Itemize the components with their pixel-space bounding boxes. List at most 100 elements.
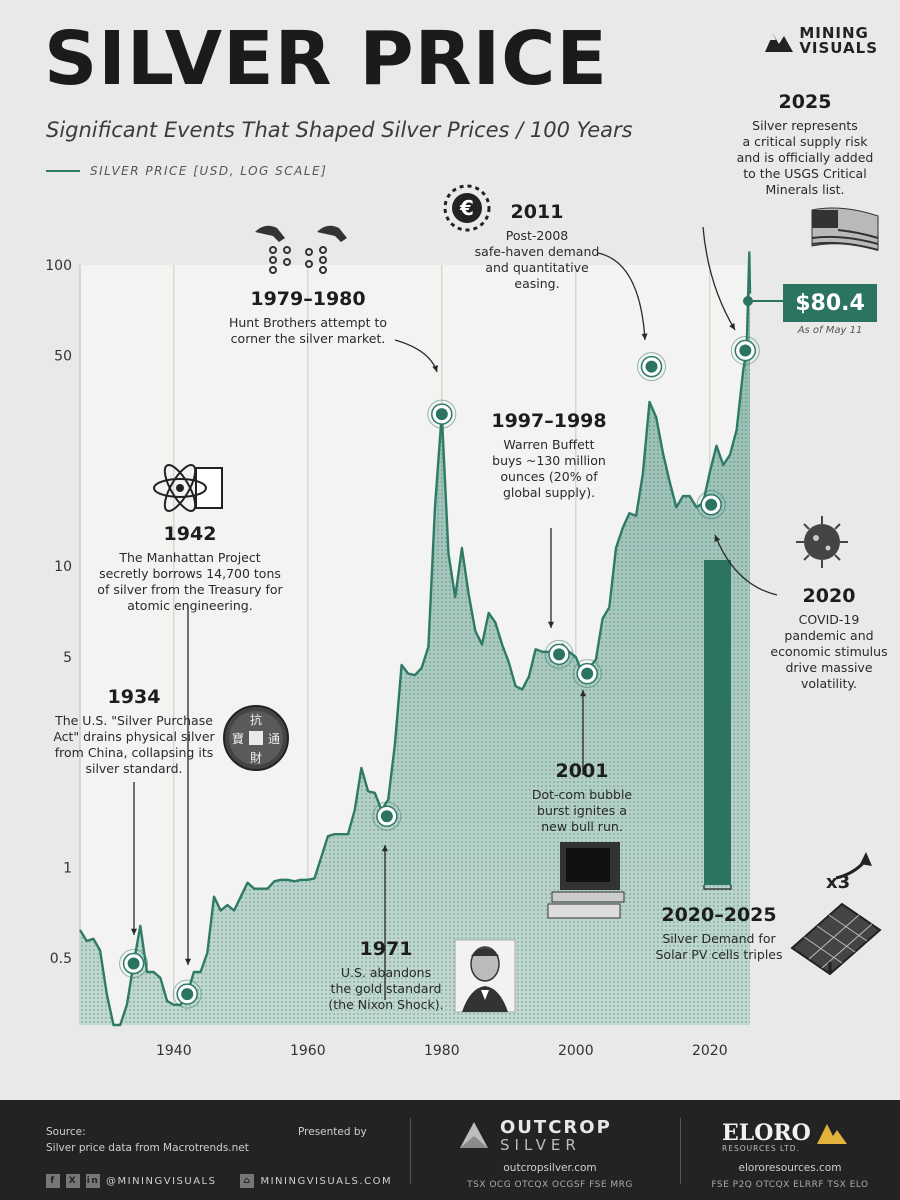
arrow-head: [579, 690, 587, 697]
event-markers: [119, 336, 760, 1009]
x-tick-label: 2000: [558, 1043, 594, 1059]
event-year: 2020–2025: [661, 904, 776, 926]
arrow-head: [184, 958, 192, 965]
event-description: burst ignites a: [537, 803, 627, 818]
chart-legend: SILVER PRICE [USD, LOG SCALE]: [46, 164, 327, 178]
virus-icon: [796, 516, 848, 568]
price-area: [78, 251, 752, 1027]
event-marker-ring: [119, 949, 149, 979]
arrow-head: [381, 845, 389, 852]
page-title: SILVER PRICE: [44, 16, 608, 102]
latest-price-note: As of May 11: [797, 325, 863, 336]
event-year: 1997–1998: [491, 410, 606, 432]
event-marker-dot: [705, 498, 718, 511]
latest-price-callout: $80.4: [783, 284, 877, 322]
event-description: The Manhattan Project: [118, 550, 260, 565]
arrow-head: [130, 928, 138, 935]
x-tick-label: 2020: [692, 1043, 728, 1059]
event-marker-dot: [645, 360, 658, 373]
brand-name-line1: MINING: [799, 24, 869, 42]
event-description: buys ~130 million: [492, 453, 606, 468]
website-link[interactable]: MININGVISUALS.COM: [260, 1175, 393, 1187]
event-description: atomic engineering.: [127, 598, 252, 613]
x-tick-label: 1940: [156, 1043, 192, 1059]
event-arrow: [714, 534, 778, 596]
social-handle[interactable]: @MININGVISUALS: [106, 1175, 217, 1187]
event-marker-dot: [435, 408, 448, 421]
event-arrow: [597, 252, 646, 341]
event-marker-ring: [172, 979, 202, 1009]
event-description: volatility.: [801, 676, 857, 691]
euro-cycle-icon: €: [443, 184, 491, 232]
event-marker-dot: [380, 810, 393, 823]
event-description: corner the silver market.: [231, 331, 386, 346]
event-year: 1934: [108, 686, 161, 708]
event-description: U.S. abandons: [341, 965, 431, 980]
event-description: from China, collapsing its: [55, 745, 213, 760]
y-tick-label: 50: [54, 349, 72, 365]
event-description: Solar PV cells triples: [655, 947, 782, 962]
event-description: and is officially added: [737, 150, 874, 165]
event-description: ounces (20% of: [500, 469, 598, 484]
event-year: 2020: [803, 585, 856, 607]
arrow-head: [714, 535, 721, 542]
event-marker-ring: [372, 801, 402, 831]
event-arrows: [130, 226, 778, 1000]
y-tick-label: 0.5: [50, 951, 72, 967]
event-marker-dot: [553, 648, 566, 661]
latest-price-dot: [743, 296, 753, 306]
axis-ticks: 1940 1960 1980 2000 2020 0.5 1 5 10 50 100: [45, 258, 727, 1059]
event-description: Minerals list.: [766, 182, 845, 197]
solar-panel-icon: [790, 852, 882, 976]
event-description: COVID-19: [799, 612, 860, 627]
home-icon[interactable]: ⌂: [240, 1174, 255, 1188]
chinese-coin-icon: 抗 財 寶 通: [223, 705, 289, 771]
footer: Source: Silver price data from Macrotren…: [0, 1100, 900, 1200]
event-marker-ring: [696, 490, 726, 520]
sponsor1-site[interactable]: outcropsilver.com: [503, 1162, 597, 1174]
event-marker-dot: [127, 957, 140, 970]
event-description: easing.: [514, 276, 559, 291]
eloro-logo-icon: [816, 1124, 847, 1144]
price-area-shade: [80, 252, 750, 1025]
event-marker-dot: [581, 667, 594, 680]
event-description: Post-2008: [506, 228, 569, 243]
event-year: 2025: [779, 91, 832, 113]
outcrop-logo-icon: [460, 1122, 488, 1148]
event-description: economic stimulus: [770, 644, 887, 659]
sponsor2-site[interactable]: elororesources.com: [738, 1162, 842, 1174]
event-description: Silver represents: [752, 118, 858, 133]
x-icon[interactable]: X: [66, 1174, 80, 1188]
sponsor1-name-2: SILVER: [500, 1135, 581, 1154]
sponsor-outcrop-logo: OUTCROP SILVER: [456, 1118, 612, 1154]
event-description: a critical supply risk: [743, 134, 869, 149]
event-marker-dot: [181, 988, 194, 1001]
event-description: Silver Demand for: [662, 931, 776, 946]
legend-label: SILVER PRICE [USD, LOG SCALE]: [90, 164, 328, 178]
event-year: 2011: [511, 201, 564, 223]
arrow-head: [432, 365, 438, 372]
event-marker-ring: [730, 336, 760, 366]
event-year: 1942: [164, 523, 217, 545]
linkedin-icon[interactable]: in: [86, 1174, 100, 1188]
brand-name-line2: VISUALS: [799, 39, 878, 57]
sponsor2-name: ELORO: [722, 1120, 811, 1146]
event-description: Warren Buffett: [503, 437, 594, 452]
event-description: The U.S. "Silver Purchase: [54, 713, 213, 728]
social-links: f X in @MININGVISUALS ⌂ MININGVISUALS.CO…: [46, 1174, 392, 1188]
svg-text:財: 財: [250, 750, 262, 765]
facebook-icon[interactable]: f: [46, 1174, 60, 1188]
event-year: 2001: [556, 760, 609, 782]
presented-by-label: Presented by: [298, 1126, 367, 1138]
svg-text:通: 通: [268, 732, 280, 746]
event-description: (the Nixon Shock).: [328, 997, 443, 1012]
event-year: 1971: [360, 938, 413, 960]
event-description: silver standard.: [85, 761, 182, 776]
event-description: Dot-com bubble: [532, 787, 633, 802]
legend-swatch: [46, 170, 80, 172]
